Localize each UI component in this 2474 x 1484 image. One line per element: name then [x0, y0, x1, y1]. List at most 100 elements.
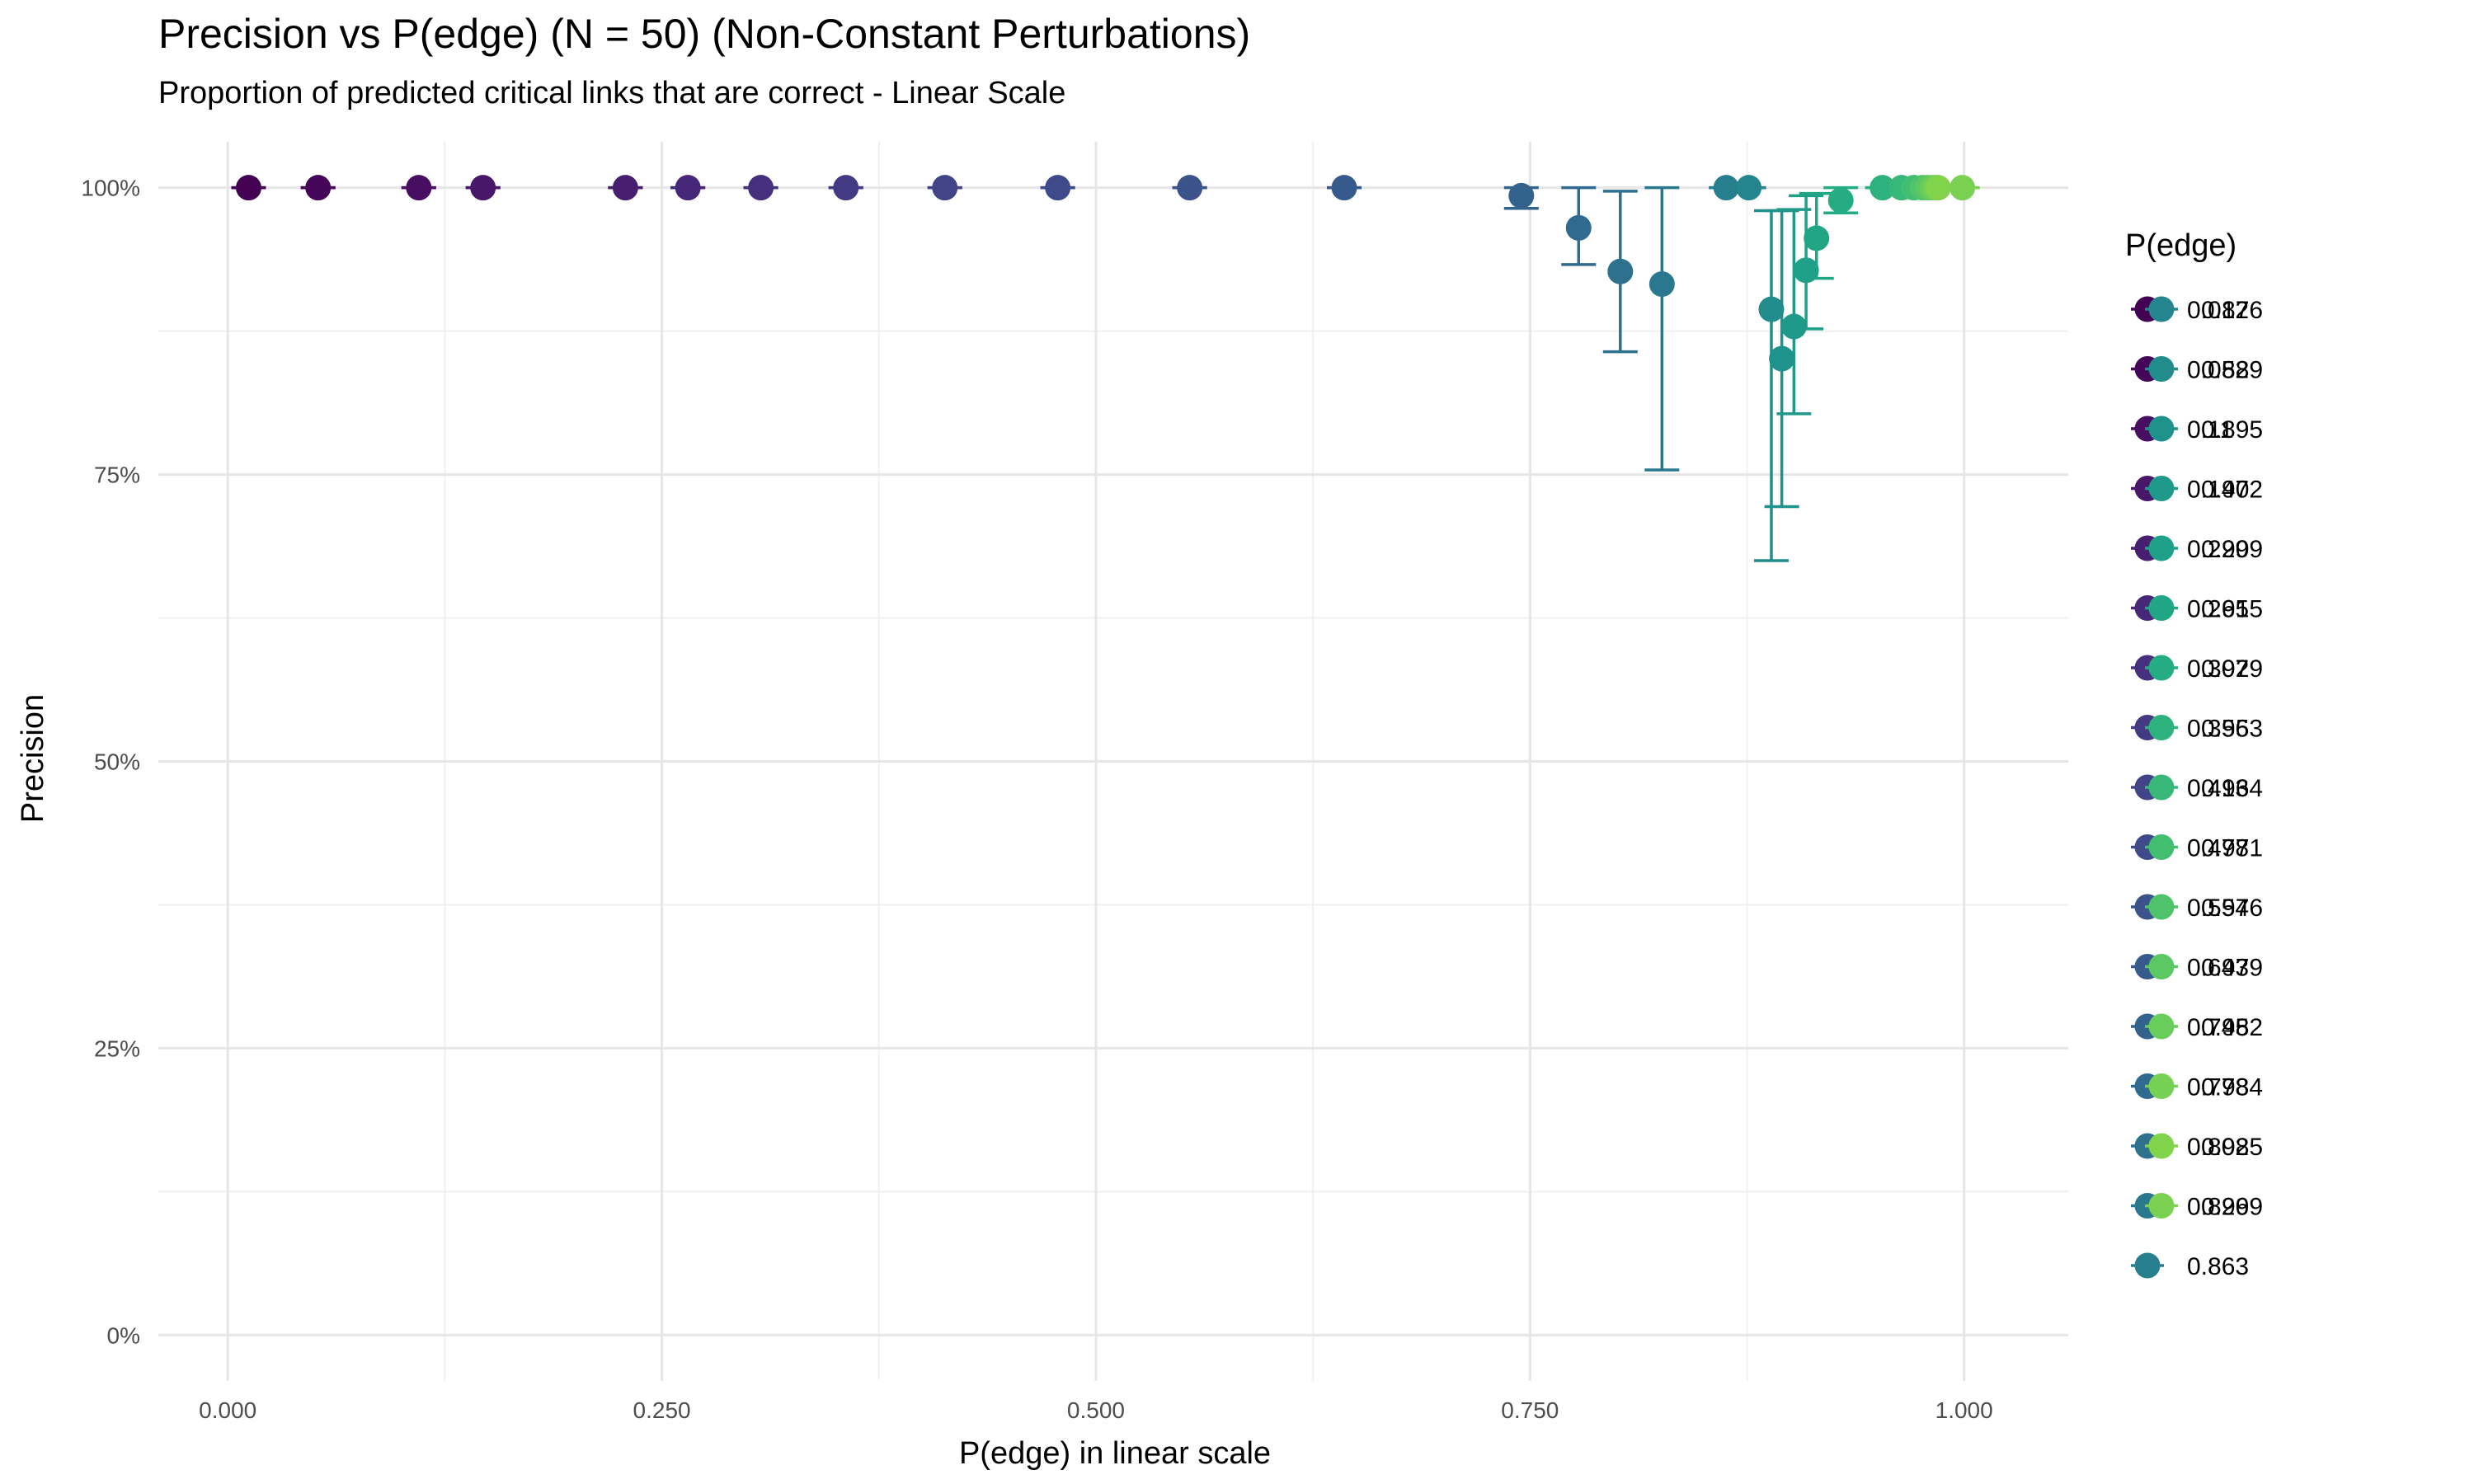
legend-key-dot	[2148, 535, 2175, 561]
legend-label: 0.889	[2201, 357, 2263, 384]
data-point	[1607, 258, 1634, 284]
legend-label: 0.643	[2187, 955, 2249, 982]
data-point	[1649, 271, 1675, 298]
data-point	[1565, 214, 1592, 241]
legend-key-dot	[2148, 595, 2175, 621]
data-point	[1713, 175, 1739, 201]
x-tick-label: 0.750	[1501, 1397, 1559, 1423]
data-point	[612, 175, 638, 201]
data-point	[1827, 187, 1854, 214]
legend-key-dot	[2148, 1193, 2175, 1219]
legend-label: 0.802	[2187, 1134, 2249, 1161]
chart-title: Precision vs P(edge) (N = 50) (Non-Const…	[158, 11, 1250, 57]
y-axis-ticks: 0% 25% 50% 75% 100%	[81, 176, 140, 1349]
y-tick-label: 75%	[94, 463, 140, 488]
legend-item: 0.889	[2145, 356, 2263, 384]
legend-item: 0.971	[2145, 834, 2263, 862]
legend-item: 0.929	[2145, 655, 2263, 683]
legend-key-dot	[2148, 476, 2175, 501]
legend: P(edge) 0.012 0.052 0.11 0.147 0.229 0.265 0.3…	[2125, 228, 2263, 1280]
legend-label: 0.929	[2201, 655, 2263, 683]
data-points	[235, 175, 1976, 372]
legend-label: 0.985	[2201, 1134, 2263, 1161]
y-tick-label: 50%	[94, 749, 140, 775]
y-tick-label: 25%	[94, 1036, 140, 1061]
legend-key-dot	[2148, 1073, 2175, 1099]
legend-key-dot	[2148, 296, 2175, 322]
legend-label: 0.979	[2201, 955, 2263, 982]
legend-label: 0.876	[2201, 297, 2263, 324]
data-point	[1925, 175, 1951, 201]
legend-label: 0.976	[2201, 895, 2263, 922]
legend-label: 0.964	[2201, 775, 2263, 802]
x-axis-ticks: 0.000 0.250 0.500 0.750 1.000	[199, 1397, 1993, 1423]
data-point	[1736, 175, 1762, 201]
y-tick-label: 0%	[107, 1322, 140, 1348]
legend-label: 0.265	[2187, 596, 2249, 623]
legend-label: 0.147	[2187, 477, 2249, 504]
legend-key-dot	[2148, 1133, 2175, 1159]
x-tick-label: 0.500	[1067, 1397, 1125, 1423]
legend-label: 0.413	[2187, 775, 2249, 802]
legend-label: 0.012	[2187, 297, 2249, 324]
data-point	[406, 175, 432, 201]
legend-item: 0.915	[2145, 595, 2263, 623]
legend-item: 0.863	[2131, 1252, 2249, 1280]
data-point	[1769, 345, 1795, 372]
data-point	[1045, 175, 1071, 201]
legend-label: 0.11	[2187, 416, 2233, 444]
legend-item: 0.976	[2145, 894, 2263, 922]
legend-label: 0.909	[2201, 536, 2263, 563]
legend-key-dot	[2134, 1252, 2161, 1279]
data-point	[833, 175, 859, 201]
legend-item: 0.909	[2145, 535, 2263, 563]
legend-key-dot	[2148, 954, 2175, 979]
error-bars	[231, 186, 1980, 562]
y-tick-label: 100%	[81, 176, 140, 201]
data-point	[1758, 296, 1785, 322]
data-point	[932, 175, 958, 201]
grid-major	[158, 142, 2068, 1381]
legend-label: 0.902	[2201, 477, 2263, 504]
grid-minor	[158, 142, 2068, 1381]
x-tick-label: 1.000	[1935, 1397, 1993, 1423]
legend-title: P(edge)	[2125, 228, 2236, 263]
data-point	[748, 175, 774, 201]
legend-label: 0.915	[2201, 596, 2263, 623]
legend-key-dot	[2148, 356, 2175, 382]
legend-label: 0.778	[2187, 1074, 2249, 1101]
chart-subtitle: Proportion of predicted critical links t…	[158, 76, 1065, 110]
data-point	[1804, 225, 1830, 251]
legend-key-dot	[2148, 894, 2175, 920]
data-point	[1508, 182, 1535, 209]
legend-key-dot	[2148, 715, 2175, 740]
data-point	[1870, 175, 1896, 201]
data-point	[1793, 257, 1819, 284]
data-point	[1331, 175, 1357, 201]
legend-item: 0.953	[2145, 715, 2263, 743]
x-tick-label: 0.000	[199, 1397, 256, 1423]
legend-label: 0.554	[2187, 895, 2249, 922]
legend-label: 0.953	[2201, 716, 2263, 743]
legend-key-dot	[2148, 655, 2175, 681]
x-axis-label: P(edge) in linear scale	[959, 1436, 1271, 1471]
error-bar	[1644, 186, 1680, 472]
data-point	[675, 175, 701, 201]
legend-item: 0.979	[2145, 954, 2263, 982]
x-tick-label: 0.250	[633, 1397, 691, 1423]
legend-key-dot	[2148, 834, 2175, 860]
legend-label: 0.307	[2187, 655, 2249, 683]
y-axis-label: Precision	[16, 694, 50, 823]
legend-key-dot	[2148, 774, 2175, 801]
legend-item: 0.876	[2145, 296, 2263, 324]
data-point	[235, 175, 261, 201]
data-point	[1950, 175, 1976, 201]
legend-item: 0.999	[2145, 1193, 2263, 1221]
legend-item: 0.902	[2145, 476, 2263, 504]
legend-label: 0.999	[2201, 1194, 2263, 1221]
legend-item: 0.895	[2145, 416, 2263, 444]
legend-label: 0.971	[2201, 835, 2263, 862]
legend-label: 0.229	[2187, 536, 2249, 563]
legend-label: 0.826	[2187, 1194, 2249, 1221]
